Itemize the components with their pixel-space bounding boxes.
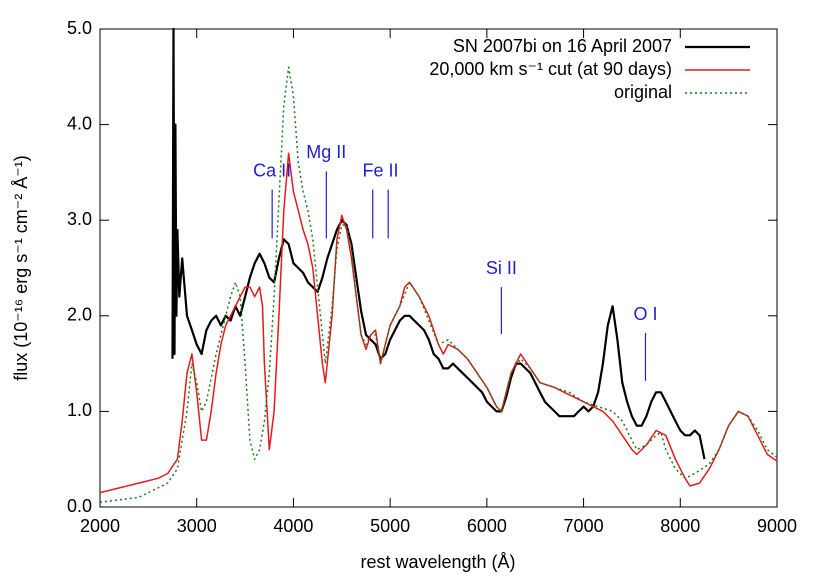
x-tick-label: 4000 — [273, 516, 313, 536]
x-tick-label: 5000 — [370, 516, 410, 536]
legend-label: 20,000 km s⁻¹ cut (at 90 days) — [429, 59, 672, 79]
series-line — [171, 27, 706, 460]
y-tick-label: 0.0 — [67, 496, 92, 516]
y-tick-label: 5.0 — [67, 18, 92, 38]
legend-label: SN 2007bi on 16 April 2007 — [453, 36, 672, 56]
annotation-label: Ca II — [253, 160, 291, 180]
annotation-label: O I — [633, 304, 657, 324]
x-tick-label: 6000 — [467, 516, 507, 536]
y-tick-label: 4.0 — [67, 113, 92, 133]
annotation-label: Si II — [486, 258, 517, 278]
x-tick-label: 9000 — [757, 516, 797, 536]
x-axis-label: rest wavelength (Å) — [360, 552, 515, 572]
y-axis-label: flux (10⁻¹⁶ erg s⁻¹ cm⁻² Å⁻¹) — [11, 155, 31, 380]
annotation-label: Fe II — [362, 160, 398, 180]
x-tick-label: 2000 — [80, 516, 120, 536]
series-line — [99, 66, 778, 503]
x-tick-label: 7000 — [564, 516, 604, 536]
y-tick-label: 1.0 — [67, 400, 92, 420]
series-line — [99, 152, 778, 494]
y-tick-label: 2.0 — [67, 305, 92, 325]
x-tick-label: 8000 — [660, 516, 700, 536]
annotation-label: Mg II — [306, 142, 346, 162]
legend-label: original — [614, 82, 672, 102]
y-tick-label: 3.0 — [67, 209, 92, 229]
plot-frame — [99, 28, 778, 508]
x-tick-label: 3000 — [177, 516, 217, 536]
